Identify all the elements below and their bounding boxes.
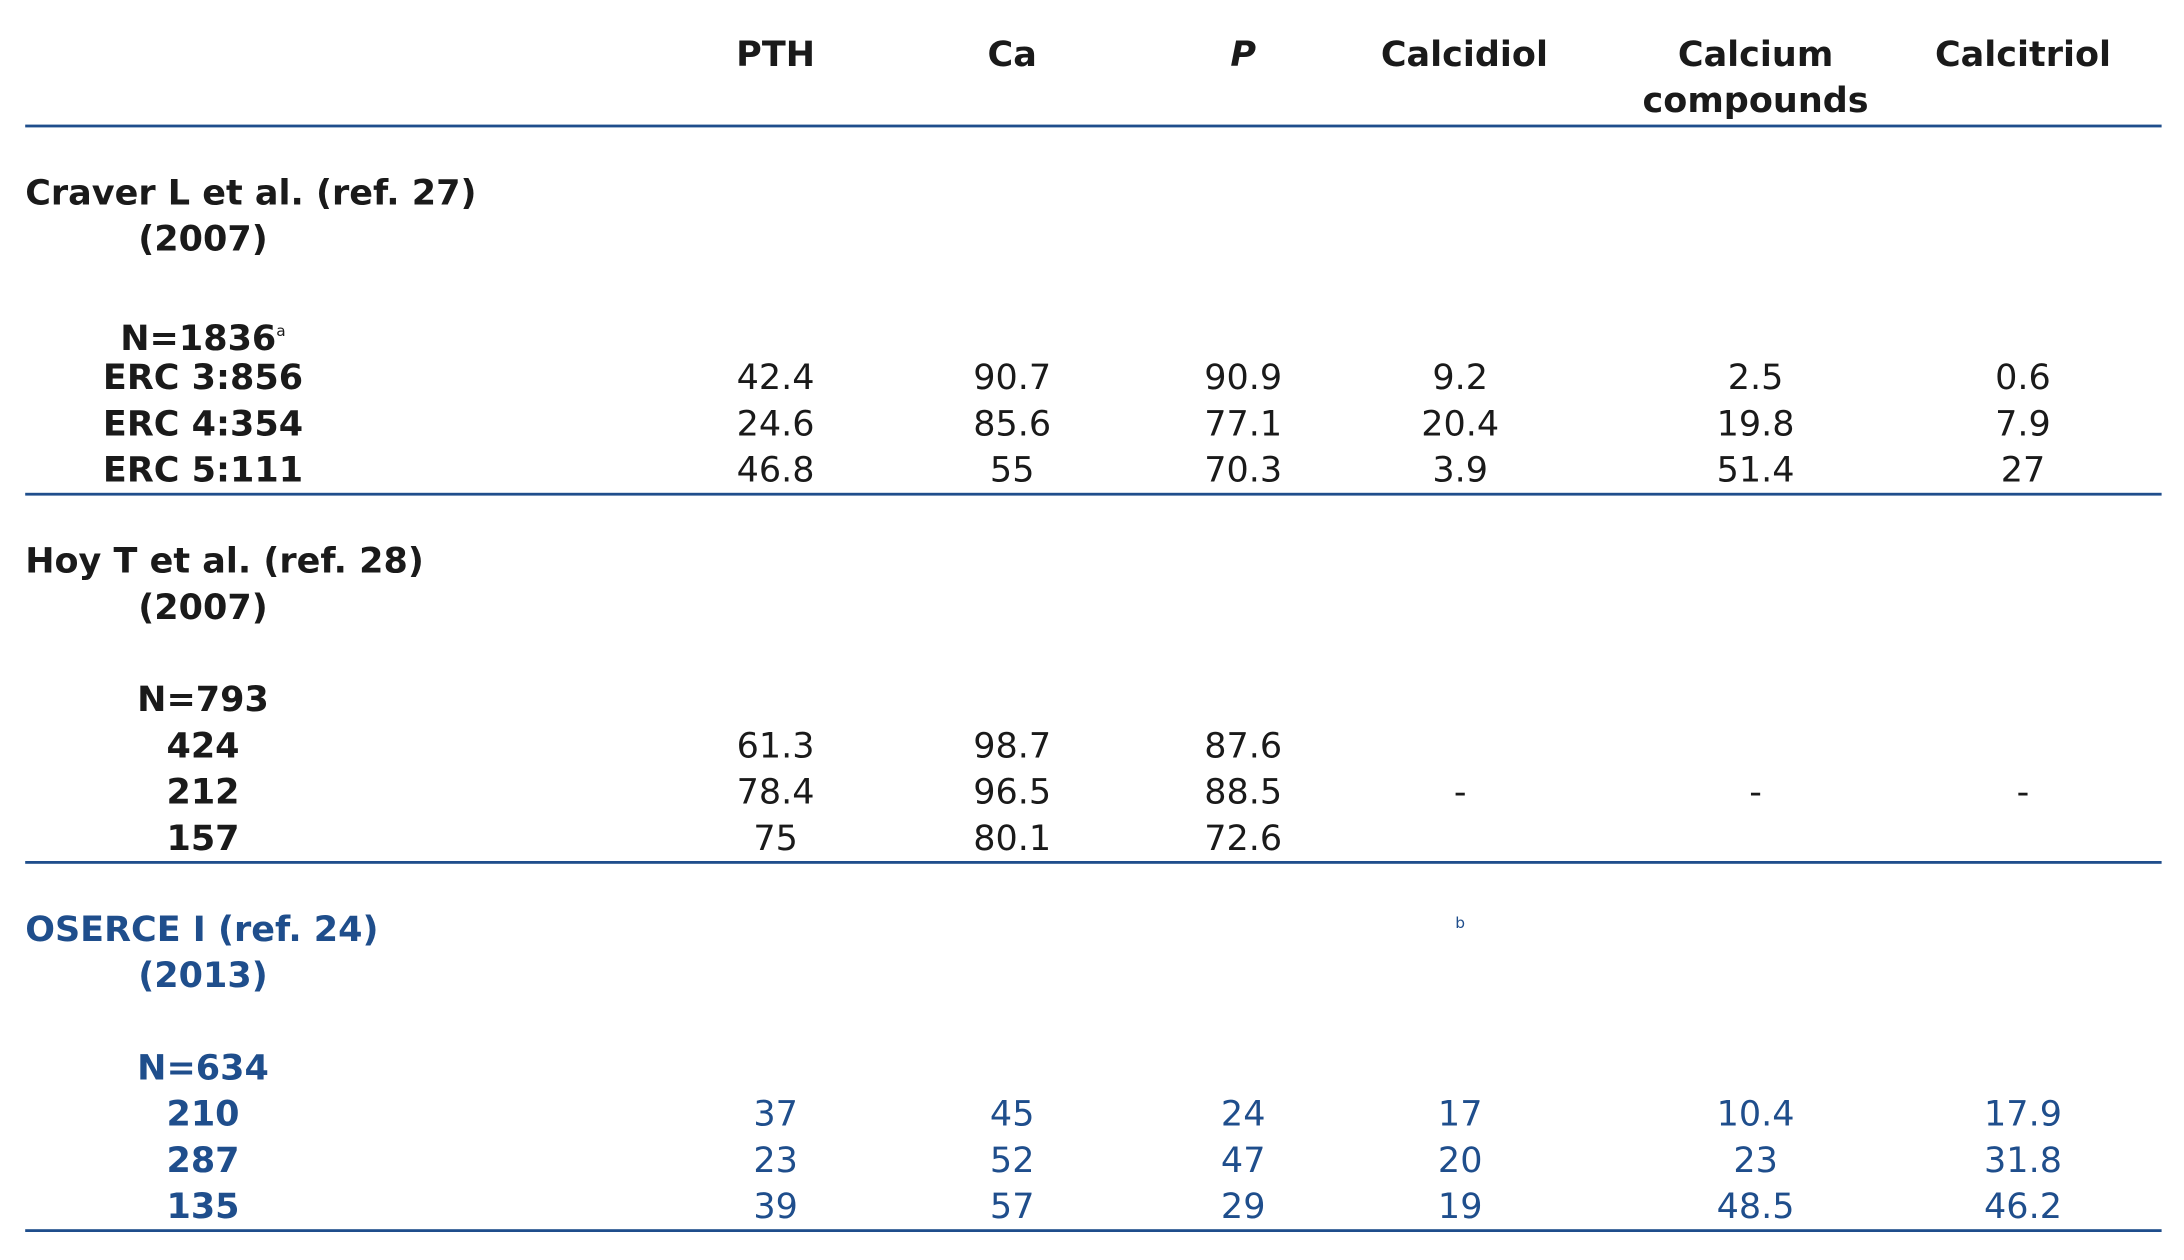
cell-calcitriol: 17.9 bbox=[1984, 1093, 2062, 1134]
section-rule bbox=[25, 861, 2162, 864]
cell-calcium-compounds: 51.4 bbox=[1716, 449, 1795, 490]
cell-calcium-compounds: 10.4 bbox=[1716, 1093, 1795, 1134]
cell-ca: 85.6 bbox=[973, 403, 1052, 444]
cell-ca: 98.7 bbox=[973, 725, 1052, 766]
cell-p: 87.6 bbox=[1204, 725, 1283, 766]
cell-p: 70.3 bbox=[1204, 449, 1283, 490]
column-header-calcium-compounds-line1: Calcium bbox=[1677, 33, 1834, 75]
row-label: 135 bbox=[166, 1185, 240, 1227]
column-header-ca: Ca bbox=[987, 33, 1037, 75]
footnote-marker: b bbox=[1455, 914, 1466, 933]
cell-calcium-compounds: - bbox=[1749, 771, 1762, 812]
cell-pth: 61.3 bbox=[736, 725, 815, 766]
cell-pth: 42.4 bbox=[736, 357, 815, 398]
study-year: (2007) bbox=[138, 586, 268, 628]
cell-ca: 45 bbox=[989, 1093, 1035, 1134]
column-header-calcidiol: Calcidiol bbox=[1380, 33, 1548, 75]
cell-pth: 78.4 bbox=[736, 771, 815, 812]
cell-ca: 55 bbox=[989, 449, 1035, 490]
cell-calcidiol: 17 bbox=[1437, 1093, 1483, 1134]
row-label: 157 bbox=[166, 817, 240, 859]
cell-ca: 52 bbox=[989, 1139, 1035, 1181]
cell-pth: 24.6 bbox=[736, 403, 815, 444]
cell-p: 88.5 bbox=[1204, 771, 1283, 812]
column-header-pth: PTH bbox=[736, 33, 816, 75]
row-label: ERC 3:856 bbox=[102, 357, 304, 398]
row-label: 212 bbox=[166, 771, 240, 812]
cell-pth: 23 bbox=[753, 1139, 798, 1181]
study-title: Hoy T et al. (ref. 28) bbox=[25, 540, 424, 581]
cell-calcium-compounds: 48.5 bbox=[1716, 1185, 1795, 1227]
cell-p: 29 bbox=[1220, 1185, 1266, 1227]
cell-calcium-compounds: 2.5 bbox=[1727, 357, 1784, 398]
study-n-value: N=1836 bbox=[120, 317, 277, 359]
cell-p: 24 bbox=[1220, 1093, 1266, 1134]
cell-ca: 96.5 bbox=[973, 771, 1052, 812]
cell-calcitriol: 0.6 bbox=[1995, 357, 2051, 398]
cell-ca: 90.7 bbox=[973, 357, 1052, 398]
study-year: (2007) bbox=[138, 218, 268, 259]
study-year: (2013) bbox=[138, 954, 268, 996]
header-rule bbox=[25, 124, 2162, 128]
cell-calcitriol: 7.9 bbox=[1995, 403, 2051, 444]
cell-calcidiol: 20.4 bbox=[1421, 403, 1500, 444]
section-rule bbox=[25, 492, 2162, 496]
cell-calcidiol: 3.9 bbox=[1432, 449, 1489, 490]
column-header-calcitriol: Calcitriol bbox=[1934, 33, 2112, 75]
footnote-marker: a bbox=[276, 322, 286, 341]
cell-calcitriol: - bbox=[2016, 771, 2030, 812]
row-label: ERC 4:354 bbox=[102, 403, 304, 444]
cell-calcium-compounds: 23 bbox=[1733, 1139, 1778, 1181]
study-title: OSERCE I (ref. 24) bbox=[25, 908, 379, 950]
cell-calcitriol: 27 bbox=[2000, 449, 2046, 490]
study-n: N=634 bbox=[137, 1047, 269, 1088]
cell-calcitriol: 46.2 bbox=[1984, 1185, 2062, 1227]
cell-p: 47 bbox=[1220, 1139, 1266, 1181]
section-rule bbox=[25, 1229, 2162, 1232]
study-title: Craver L et al. (ref. 27) bbox=[25, 172, 477, 213]
cell-ca: 57 bbox=[989, 1185, 1035, 1227]
cell-p: 90.9 bbox=[1204, 357, 1283, 398]
row-label: ERC 5:111 bbox=[102, 449, 304, 490]
cell-calcidiol: 9.2 bbox=[1432, 357, 1489, 398]
cell-p: 77.1 bbox=[1204, 403, 1283, 444]
column-header-p: P bbox=[1230, 33, 1257, 75]
cell-ca: 80.1 bbox=[973, 817, 1052, 859]
cell-p: 72.6 bbox=[1204, 817, 1283, 859]
cell-pth: 75 bbox=[753, 817, 798, 859]
cell-calcidiol: 20 bbox=[1437, 1139, 1483, 1181]
cell-pth: 37 bbox=[753, 1093, 798, 1134]
cell-calcidiol: 19 bbox=[1437, 1185, 1483, 1227]
column-header-calcium-compounds-line2: compounds bbox=[1642, 79, 1869, 121]
row-label: 424 bbox=[166, 725, 240, 766]
row-label: 210 bbox=[166, 1093, 240, 1134]
row-label: 287 bbox=[166, 1139, 240, 1181]
cell-pth: 46.8 bbox=[736, 449, 815, 490]
cell-calcidiol: - bbox=[1453, 771, 1467, 812]
study-n: N=793 bbox=[137, 679, 269, 720]
study-n: N=1836a bbox=[120, 308, 285, 361]
cell-calcium-compounds: 19.8 bbox=[1716, 403, 1795, 444]
cell-calcitriol: 31.8 bbox=[1984, 1139, 2062, 1181]
column-header-calcium-compounds: Calcium compounds bbox=[1643, 31, 1869, 123]
cell-pth: 39 bbox=[753, 1185, 798, 1227]
